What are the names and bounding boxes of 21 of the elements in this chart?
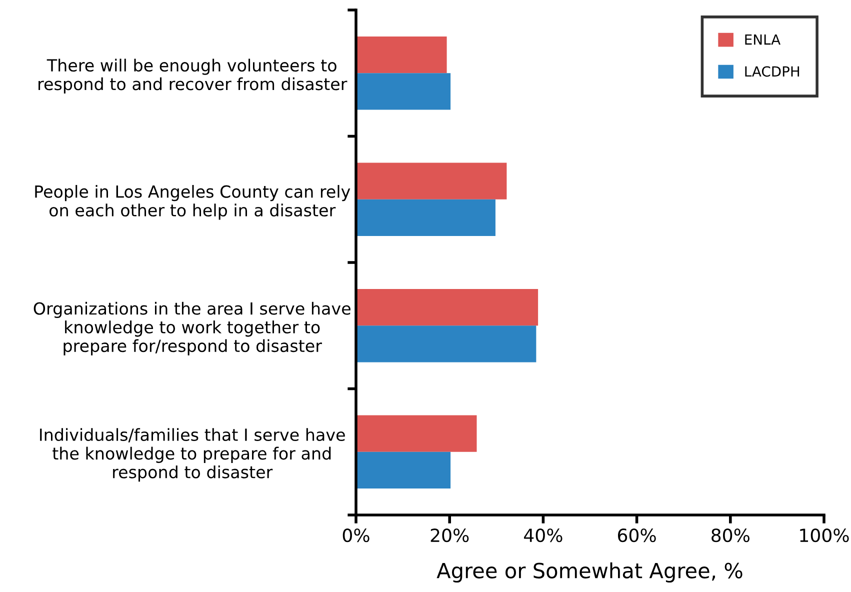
bar: [356, 73, 451, 110]
bar: [356, 326, 536, 362]
bar: [356, 36, 447, 74]
bar: [356, 199, 496, 236]
bar: [356, 289, 538, 326]
x-tick-label: 60%: [618, 528, 656, 542]
x-axis-title: Agree or Somewhat Agree, %: [436, 562, 742, 582]
x-tick-label: 80%: [712, 528, 750, 542]
x-tick-label: 100%: [800, 528, 849, 542]
legend-label: ENLA: [745, 34, 780, 45]
bar: [356, 415, 477, 452]
bar: [356, 452, 451, 488]
x-tick-label: 20%: [430, 528, 469, 542]
bar: [356, 162, 507, 200]
y-tick-label: Organizations in the area I serve have knowledge to work together to prepare for/respond to disaster: [34, 302, 350, 356]
y-tick-label: Individuals/families that I serve have the knowledge to prepare for and respond to disaster: [40, 428, 345, 482]
x-tick-label: 0%: [342, 528, 370, 542]
legend-label: LACDPH: [745, 66, 800, 77]
x-tick-label: 40%: [524, 528, 562, 542]
y-tick-label: There will be enough volunteers to respond to and recover from disaster: [38, 58, 348, 94]
y-tick-label: People in Los Angeles County can rely on each other to help in a disaster: [35, 184, 350, 220]
